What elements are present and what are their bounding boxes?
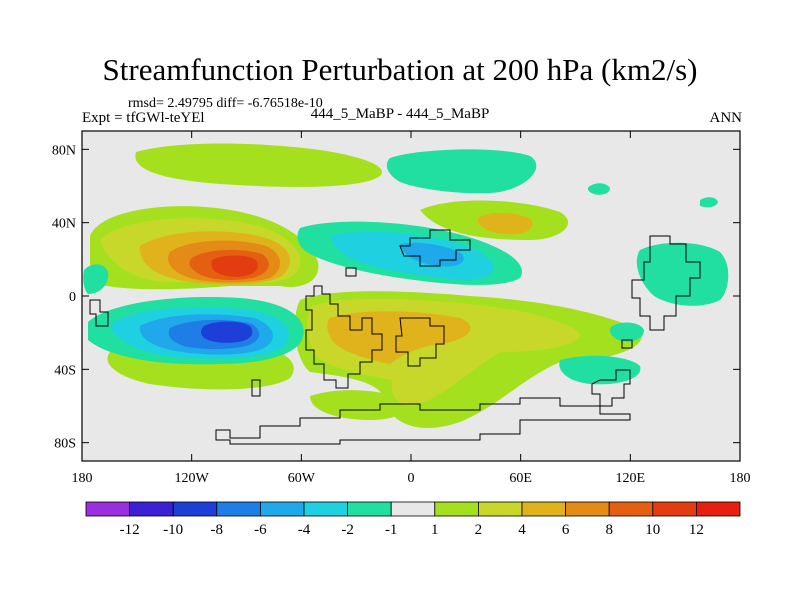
colorbar-label: 12 <box>689 522 704 538</box>
colorbar-label: -8 <box>211 522 224 538</box>
colorbar-swatch <box>608 501 654 517</box>
contour-positive-arctic-band <box>135 143 382 187</box>
colorbar-swatch <box>390 501 436 517</box>
colorbar-label: -2 <box>341 522 354 538</box>
contour-negative-arctic-small <box>587 183 610 195</box>
colorbar-swatch <box>216 501 261 517</box>
colorbar-label: -12 <box>120 522 140 538</box>
colorbar-label: -4 <box>298 522 311 538</box>
lat-tick-label: 0 <box>69 290 76 305</box>
colorbar-label: -10 <box>163 522 183 538</box>
colorbar-swatch <box>434 501 479 517</box>
colorbar-label: 1 <box>431 522 439 538</box>
coast-south-america <box>305 285 383 389</box>
colorbar-swatch <box>521 501 566 517</box>
lon-tick-label: 60E <box>509 471 532 486</box>
coast-north-america-west <box>89 299 109 327</box>
colorbar-swatch <box>303 501 348 517</box>
contour-negative-southern-ocean <box>559 355 641 385</box>
contour-red-north-pacific <box>211 255 258 277</box>
contour-negative-south-pacific-8 <box>201 321 253 343</box>
coast-asia-east <box>631 235 701 331</box>
lon-tick-label: 0 <box>408 471 415 486</box>
colorbar-label: 8 <box>605 522 613 538</box>
longitude-axis: 180 120W 60W 0 60E 120E 180 <box>72 131 751 486</box>
colorbar-swatch <box>565 501 610 517</box>
lon-tick-label: 120E <box>616 471 646 486</box>
colorbar-swatch <box>347 501 392 517</box>
colorbar-label: 4 <box>518 522 526 538</box>
coast-greenland-islands <box>345 267 357 277</box>
colorbar-label: -1 <box>385 522 398 538</box>
colorbar-swatch <box>652 501 697 517</box>
contour-negative-east-pacific-north <box>83 264 109 294</box>
lon-tick-label: 180 <box>730 471 751 486</box>
coast-antarctic-peninsula <box>251 379 261 397</box>
season-label: ANN <box>709 110 743 126</box>
colorbar: -12 -10 -8 -6 -4 -2 -1 1 2 4 6 8 10 12 <box>85 501 741 538</box>
colorbar-swatch <box>85 501 130 517</box>
colorbar-label: 2 <box>475 522 483 538</box>
lon-tick-label: 60W <box>288 471 316 486</box>
colorbar-swatch <box>696 501 741 517</box>
colorbar-label: -6 <box>254 522 267 538</box>
experiment-label: Expt = tfGWl-teYEl <box>82 110 205 126</box>
colorbar-swatch <box>129 501 174 517</box>
contour-positive-south-atlantic <box>310 390 404 420</box>
chart-title: Streamfunction Perturbation at 200 hPa (… <box>102 52 698 87</box>
contour-fills <box>83 143 729 428</box>
colorbar-label: 6 <box>562 522 570 538</box>
colorbar-label: 10 <box>645 522 660 538</box>
lat-tick-label: 80N <box>52 143 76 158</box>
coast-africa <box>395 317 445 367</box>
colorbar-swatch <box>172 501 218 517</box>
colorbar-swatch <box>259 501 305 517</box>
contour-gold-atlantic <box>477 212 533 235</box>
contour-negative-west-pacific <box>636 242 729 306</box>
coast-eurasia <box>399 229 471 267</box>
colorbar-swatch <box>477 501 523 517</box>
coast-australia <box>591 369 631 407</box>
coast-antarctica <box>215 397 631 445</box>
contour-negative-arctic-small-2 <box>700 197 718 208</box>
run-comparison-label: 444_5_MaBP - 444_5_MaBP <box>310 106 490 122</box>
latitude-axis: 80N 40N 0 40S 80S <box>52 143 740 452</box>
contour-negative-arctic <box>386 149 537 194</box>
map-panel <box>81 130 741 462</box>
contour-negative-indian-ocean-south <box>610 322 644 342</box>
lat-tick-label: 40S <box>54 363 76 378</box>
stats-line: rmsd= 2.49795 diff= -6.76518e-10 <box>128 96 323 111</box>
coast-pacific-islands <box>621 339 633 349</box>
lon-tick-label: 180 <box>72 471 93 486</box>
lat-tick-label: 80S <box>54 437 76 452</box>
lat-tick-label: 40N <box>52 217 76 232</box>
contour-gold-tropics <box>327 311 471 364</box>
lon-tick-label: 120W <box>175 471 210 486</box>
coastlines <box>89 229 701 445</box>
